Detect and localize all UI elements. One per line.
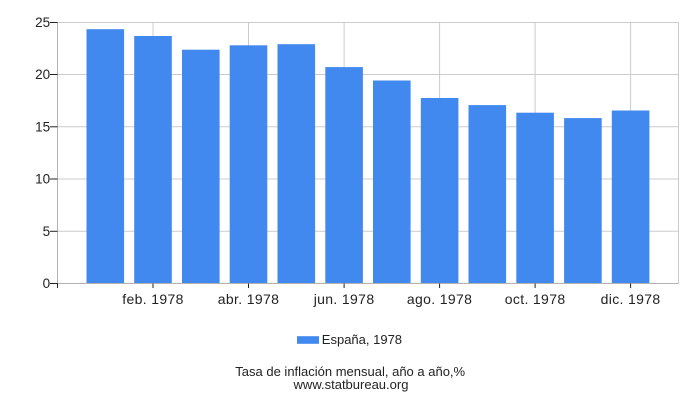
svg-text:dic. 1978: dic. 1978 <box>601 291 661 307</box>
svg-text:www.statbureau.org: www.statbureau.org <box>293 377 409 392</box>
svg-text:España, 1978: España, 1978 <box>322 332 402 347</box>
svg-text:Tasa de inflación mensual, año: Tasa de inflación mensual, año a año,% <box>235 364 465 379</box>
svg-text:20: 20 <box>35 67 50 82</box>
svg-text:0: 0 <box>43 276 51 291</box>
svg-text:abr. 1978: abr. 1978 <box>218 291 280 307</box>
svg-text:feb. 1978: feb. 1978 <box>122 291 184 307</box>
svg-text:10: 10 <box>35 172 50 187</box>
svg-text:oct. 1978: oct. 1978 <box>505 291 566 307</box>
svg-text:5: 5 <box>43 224 51 239</box>
svg-text:ago. 1978: ago. 1978 <box>407 291 472 307</box>
svg-text:25: 25 <box>35 15 50 30</box>
svg-text:jun. 1978: jun. 1978 <box>313 291 375 307</box>
svg-text:15: 15 <box>35 120 50 135</box>
